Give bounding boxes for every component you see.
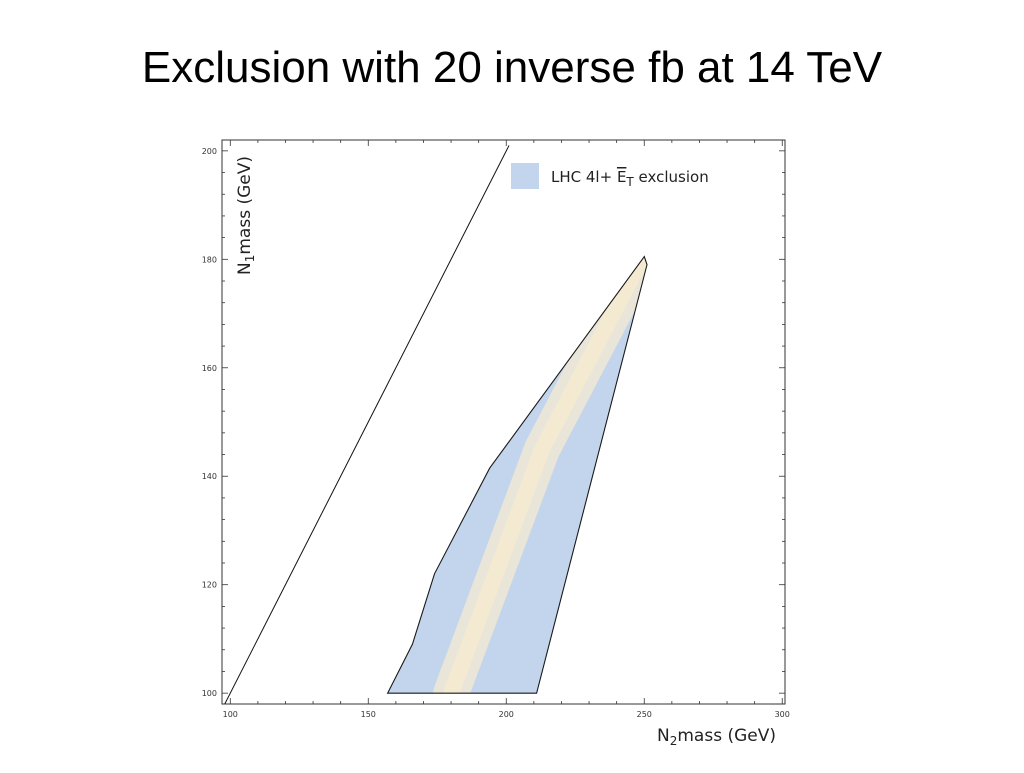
kinematic-boundary-line xyxy=(224,145,510,704)
x-tick-label: 300 xyxy=(775,710,790,719)
legend-label: LHC 4l+ ET exclusion xyxy=(551,168,709,189)
y-tick-label: 120 xyxy=(202,581,217,590)
x-tick-label: 250 xyxy=(637,710,652,719)
y-tick-label: 100 xyxy=(202,689,217,698)
y-tick-label: 160 xyxy=(202,364,217,373)
y-axis-label: N1mass (GeV) xyxy=(235,156,257,275)
y-tick-label: 140 xyxy=(202,472,217,481)
slide-title: Exclusion with 20 inverse fb at 14 TeV xyxy=(141,43,883,92)
exclusion-region-outline xyxy=(386,255,648,694)
x-tick-label: 100 xyxy=(223,710,238,719)
y-tick-label: 200 xyxy=(202,147,217,156)
x-tick-label: 200 xyxy=(499,710,514,719)
exclusion-region-highlight-core xyxy=(443,256,647,694)
y-tick-label: 180 xyxy=(202,255,217,264)
x-axis-label: N2mass (GeV) xyxy=(657,726,776,748)
legend-swatch xyxy=(511,163,539,189)
x-tick-label: 150 xyxy=(361,710,376,719)
